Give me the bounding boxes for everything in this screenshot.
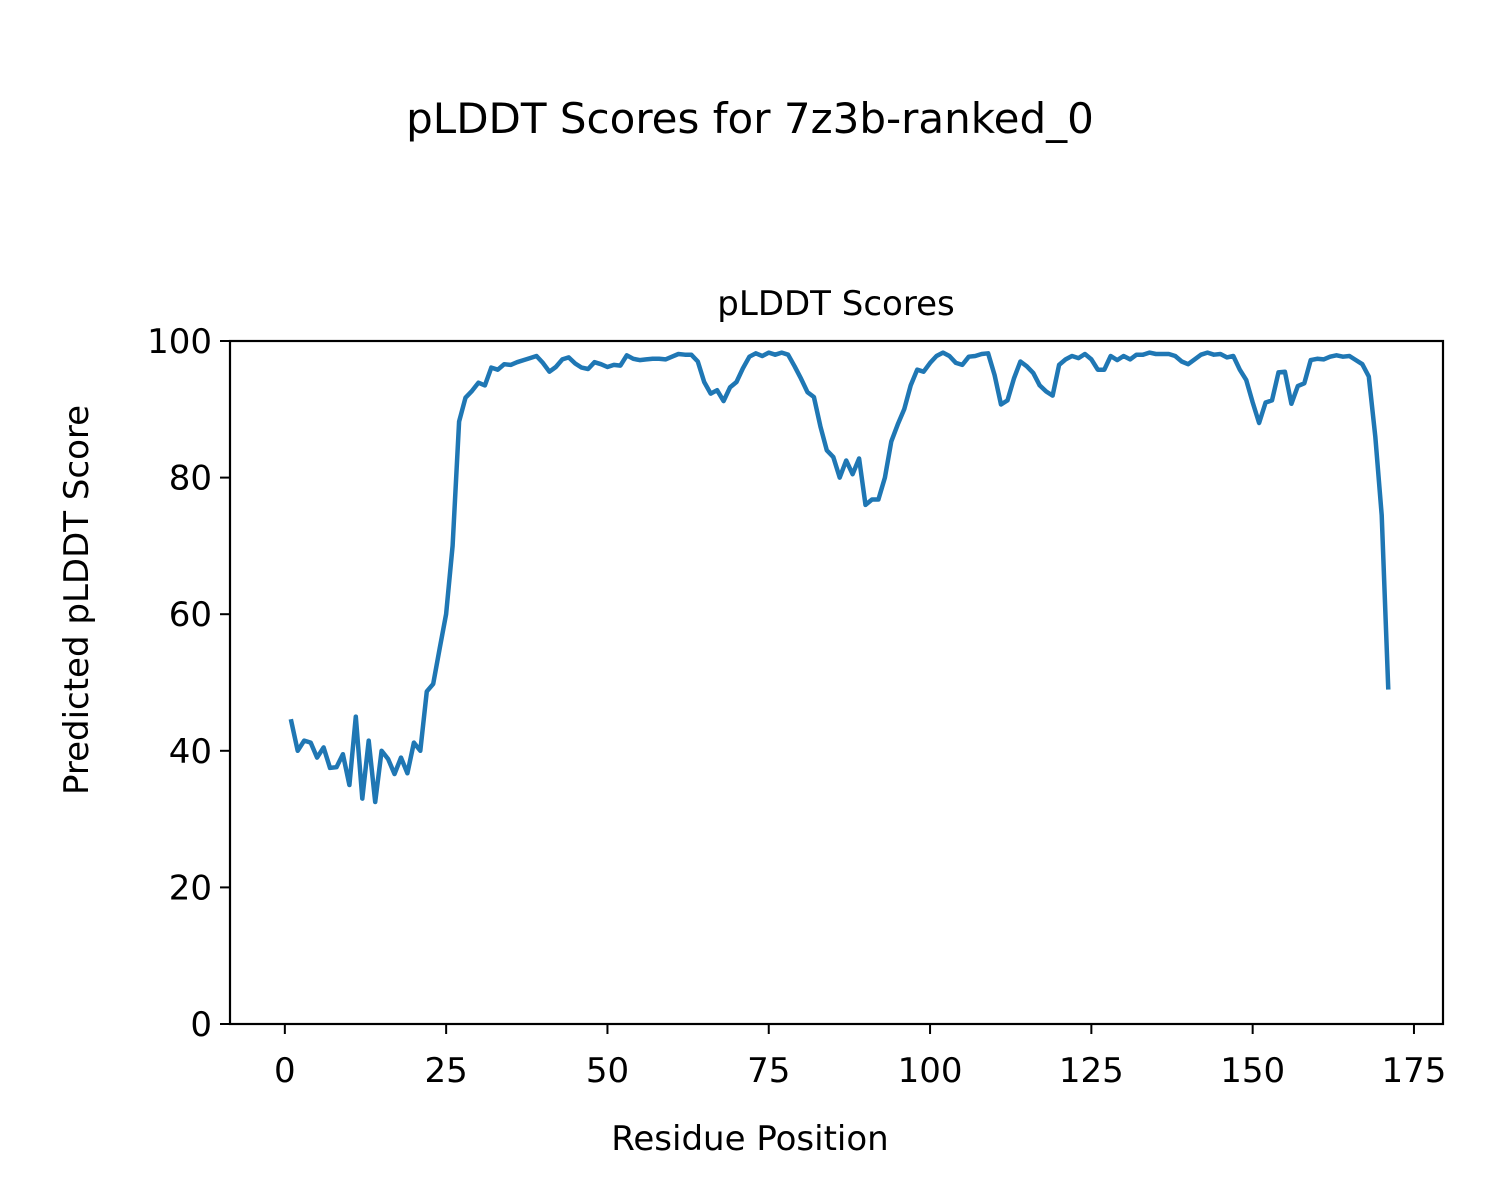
x-tick-label: 50 bbox=[586, 1051, 629, 1091]
y-tick-label: 60 bbox=[169, 595, 212, 635]
x-tick-label: 75 bbox=[747, 1051, 790, 1091]
y-tick-label: 100 bbox=[147, 322, 212, 362]
x-tick-label: 150 bbox=[1220, 1051, 1285, 1091]
y-tick-label: 40 bbox=[169, 732, 212, 772]
x-axis: 0 25 50 75 100 125 150 175 bbox=[274, 1024, 1446, 1091]
y-tick-label: 0 bbox=[190, 1005, 212, 1045]
axes-frame bbox=[228, 339, 1445, 1026]
x-tick-label: 100 bbox=[898, 1051, 963, 1091]
x-tick-label: 25 bbox=[425, 1051, 468, 1091]
x-tick-label: 175 bbox=[1382, 1051, 1447, 1091]
chart-title: pLDDT Scores bbox=[717, 284, 954, 324]
x-tick-label: 125 bbox=[1059, 1051, 1124, 1091]
x-axis-label: Residue Position bbox=[611, 1119, 888, 1159]
figure-suptitle: pLDDT Scores for 7z3b-ranked_0 bbox=[406, 94, 1094, 143]
y-axis: 0 20 40 60 80 100 bbox=[147, 322, 230, 1045]
y-tick-label: 80 bbox=[169, 459, 212, 499]
series-line-plddt bbox=[288, 350, 1391, 805]
y-axis-label: Predicted pLDDT Score bbox=[57, 405, 97, 795]
plot-area bbox=[288, 350, 1391, 805]
x-tick-label: 0 bbox=[274, 1051, 296, 1091]
y-tick-label: 20 bbox=[169, 868, 212, 908]
